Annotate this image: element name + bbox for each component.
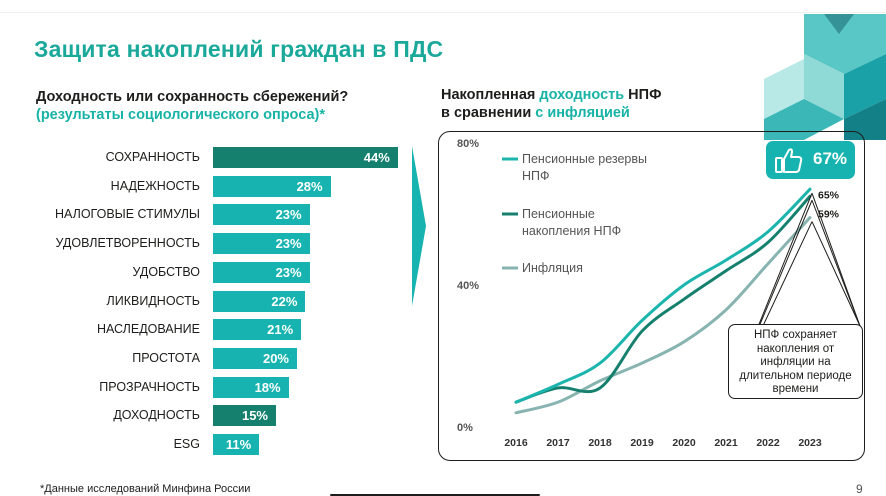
bar: 23% [213, 204, 310, 226]
series-end-label: 59% [818, 209, 840, 221]
x-tick-label: 2023 [798, 437, 822, 449]
top-divider [0, 12, 886, 13]
bar-value-label: 15% [241, 408, 268, 424]
series-line [514, 187, 812, 404]
bar-value-label: 28% [296, 178, 323, 194]
bar: 28% [213, 175, 331, 197]
bar: 22% [213, 290, 306, 312]
bar: 23% [213, 261, 310, 283]
bar-category-label: УДОБСТВО [132, 264, 200, 279]
bar: 21% [213, 319, 302, 341]
right-heading-highlight: с инфляцией [535, 105, 630, 121]
x-tick-label: 2017 [546, 437, 570, 449]
right-heading: Накопленная доходность НПФ в сравнении с… [441, 86, 661, 122]
bar-category-label: ESG [173, 437, 200, 451]
left-heading-title: Доходность или сохранность сбережений? [36, 89, 349, 105]
bar-category-label: УДОВЛЕТВОРЕННОСТЬ [55, 236, 201, 251]
bar: 44% [213, 147, 398, 168]
line-chart-panel [438, 131, 865, 461]
bar-category-label: СОХРАННОСТЬ [105, 150, 200, 164]
callout-box: НПФ сохраняет накопления от инфляции на … [728, 324, 863, 399]
x-tick-label: 2020 [672, 437, 696, 449]
callout-leader [811, 200, 861, 327]
y-tick-label: 0% [457, 422, 473, 434]
right-heading-part: Накопленная [441, 87, 540, 103]
right-heading-line1: Накопленная доходность НПФ [441, 86, 661, 104]
series-line [514, 194, 812, 404]
x-tick-label: 2018 [588, 437, 612, 449]
right-heading-highlight: доходность [539, 87, 625, 103]
callout-text: НПФ сохраняет накопления от инфляции на … [739, 329, 852, 395]
bar-value-label: 23% [275, 264, 302, 280]
page-number: 9 [856, 482, 863, 496]
x-tick-label: 2016 [504, 437, 528, 449]
bar-category-label: НАДЕЖНОСТЬ [110, 178, 200, 193]
bar-value-label: 22% [271, 293, 298, 309]
bar: 15% [213, 405, 276, 427]
arrow-right-icon [412, 146, 426, 306]
bar: 11% [213, 434, 260, 455]
thumbs-up-icon [775, 148, 803, 173]
x-tick-label: 2021 [714, 437, 738, 449]
right-heading-part: в сравнении [441, 105, 536, 121]
bar-value-label: 23% [275, 207, 302, 223]
bar-value-label: 18% [254, 379, 281, 395]
bar-category-label: ПРОСТОТА [132, 350, 200, 365]
bar-value-label: 20% [262, 350, 289, 366]
bar-category-label: ДОХОДНОСТЬ [113, 408, 200, 423]
bar-value-label: 44% [363, 150, 390, 165]
bar-category-label: НАСЛЕДОВАНИЕ [96, 322, 200, 337]
bar-category-label: ПРОЗРАЧНОСТЬ [99, 379, 200, 394]
x-tick-label: 2022 [756, 437, 780, 449]
bottom-bar [330, 494, 540, 496]
bar: 20% [213, 347, 297, 369]
bar-value-label: 11% [225, 437, 252, 452]
x-tick-label: 2019 [630, 437, 654, 449]
legend-label: Пенсионные резервы НПФ [522, 152, 647, 183]
bar: 18% [213, 376, 289, 398]
page-title: Защита накоплений граждан в ПДС [34, 36, 444, 62]
y-tick-label: 40% [457, 280, 479, 292]
right-heading-part: НПФ [624, 87, 662, 103]
legend-label: Пенсионные накопления НПФ [522, 207, 621, 238]
series-end-label: 65% [818, 189, 840, 201]
decorative-hexagons [764, 14, 886, 140]
bar-category-label: НАЛОГОВЫЕ СТИМУЛЫ [54, 207, 200, 222]
bar-value-label: 23% [275, 236, 302, 252]
badge-value: 67% [813, 149, 848, 168]
badge: 67% [766, 141, 855, 179]
bar-category-label: ЛИКВИДНОСТЬ [106, 293, 200, 308]
left-heading-subtitle: (результаты социологического опроса)* [36, 107, 326, 123]
y-tick-label: 80% [457, 138, 479, 150]
callout-leader [811, 221, 861, 327]
footnote: *Данные исследований Минфина России [40, 483, 251, 495]
series-line [514, 216, 812, 415]
left-heading: Доходность или сохранность сбережений? (… [36, 88, 348, 124]
bar-value-label: 21% [267, 322, 294, 338]
right-heading-line2: в сравнении с инфляцией [441, 104, 661, 122]
bar: 23% [213, 233, 310, 255]
legend-label: Инфляция [522, 261, 583, 275]
